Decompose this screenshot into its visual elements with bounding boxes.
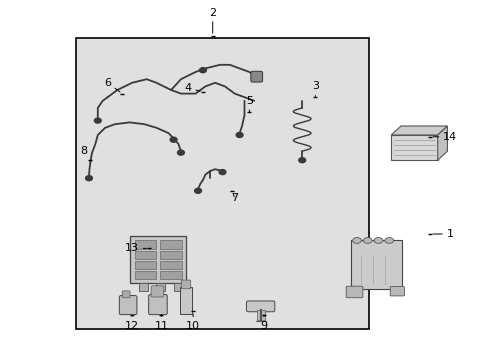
Ellipse shape (373, 238, 382, 243)
Text: 4: 4 (184, 83, 200, 93)
FancyBboxPatch shape (389, 287, 404, 296)
FancyBboxPatch shape (160, 271, 182, 279)
FancyBboxPatch shape (346, 286, 362, 298)
FancyBboxPatch shape (160, 240, 182, 249)
FancyBboxPatch shape (151, 286, 163, 297)
Circle shape (177, 150, 184, 155)
Text: 6: 6 (104, 78, 120, 92)
Text: 10: 10 (186, 314, 200, 331)
FancyBboxPatch shape (181, 280, 190, 289)
Circle shape (236, 132, 243, 138)
Circle shape (85, 176, 92, 181)
Text: 5: 5 (245, 96, 252, 112)
FancyBboxPatch shape (135, 251, 156, 259)
Text: 7: 7 (231, 193, 238, 203)
Bar (173, 283, 182, 291)
FancyBboxPatch shape (160, 251, 182, 259)
Text: 14: 14 (432, 132, 456, 142)
Text: 9: 9 (260, 315, 267, 331)
Bar (156, 283, 165, 291)
Bar (76, 38, 368, 329)
Polygon shape (437, 126, 447, 160)
FancyBboxPatch shape (250, 71, 262, 82)
FancyBboxPatch shape (135, 261, 156, 269)
Circle shape (219, 170, 225, 175)
FancyBboxPatch shape (135, 240, 156, 249)
FancyBboxPatch shape (160, 261, 182, 269)
Bar (129, 236, 185, 283)
Circle shape (199, 68, 206, 73)
FancyBboxPatch shape (119, 296, 137, 315)
Bar (257, 310, 264, 320)
Circle shape (298, 158, 305, 163)
Text: 3: 3 (311, 81, 318, 97)
Polygon shape (390, 126, 447, 135)
Ellipse shape (352, 238, 361, 243)
Ellipse shape (384, 238, 393, 243)
FancyBboxPatch shape (246, 301, 274, 312)
Ellipse shape (363, 238, 371, 243)
Text: 11: 11 (154, 315, 168, 331)
Circle shape (170, 137, 177, 142)
Text: 13: 13 (125, 243, 146, 253)
Text: 8: 8 (81, 146, 90, 160)
Text: 1: 1 (432, 229, 452, 239)
Text: 12: 12 (125, 315, 139, 331)
Bar (390, 135, 437, 160)
Circle shape (94, 118, 101, 123)
Circle shape (194, 188, 201, 193)
FancyBboxPatch shape (350, 240, 402, 289)
FancyBboxPatch shape (122, 291, 130, 298)
Text: 2: 2 (209, 8, 216, 33)
Bar (139, 283, 148, 291)
FancyBboxPatch shape (148, 294, 167, 315)
FancyBboxPatch shape (180, 287, 191, 314)
FancyBboxPatch shape (135, 271, 156, 279)
